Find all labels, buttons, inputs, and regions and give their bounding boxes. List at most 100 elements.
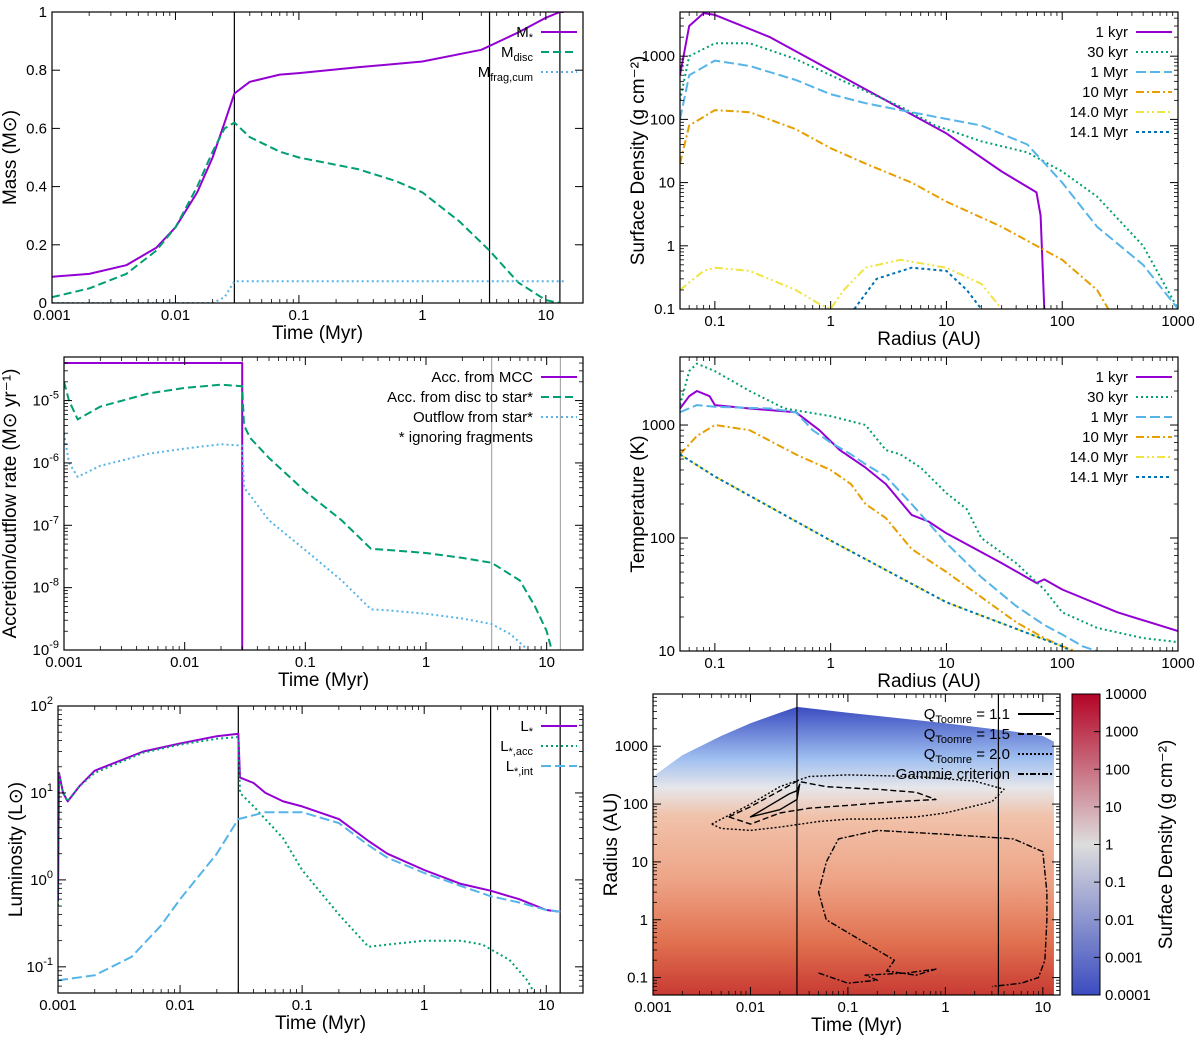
series-line-14-1-myr bbox=[853, 266, 983, 309]
legend-label: L*,acc bbox=[500, 738, 533, 758]
x-tick-label: 0.1 bbox=[704, 655, 725, 672]
x-tick-label: 1 bbox=[418, 307, 426, 324]
y-tick-label: 1 bbox=[667, 238, 675, 255]
y-axis-label: Luminosity (L⊙) bbox=[6, 782, 27, 917]
legend-label: QToomre = 1.5 bbox=[924, 726, 1010, 746]
y-tick-label: 100 bbox=[650, 530, 675, 547]
x-tick-label: 0.1 bbox=[704, 313, 725, 330]
x-axis-label: Radius (AU) bbox=[877, 671, 980, 692]
y-axis-label: Radius (AU) bbox=[601, 793, 622, 896]
colorbar-tick-label: 10000 bbox=[1105, 686, 1147, 703]
legend-label: 14.1 Myr bbox=[1070, 469, 1128, 486]
x-tick-label: 10 bbox=[538, 997, 555, 1014]
legend-label: QToomre = 1.1 bbox=[924, 706, 1010, 726]
series-line-1-myr bbox=[680, 59, 1178, 309]
x-tick-label: 10 bbox=[938, 655, 955, 672]
x-tick-label: 0.1 bbox=[288, 307, 309, 324]
y-tick-label: 0.6 bbox=[26, 120, 47, 137]
y-tick-label: 0.1 bbox=[654, 301, 675, 318]
mass-plot-area bbox=[52, 12, 564, 303]
x-tick-label: 10 bbox=[538, 654, 555, 671]
colorbar-tick-label: 1 bbox=[1105, 837, 1113, 854]
legend-label: 10 Myr bbox=[1082, 84, 1128, 101]
x-tick-label: 1 bbox=[420, 997, 428, 1014]
y-tick-label: 1 bbox=[640, 912, 648, 929]
y-tick-label: 10-9 bbox=[33, 639, 59, 659]
legend-label: 1 kyr bbox=[1095, 369, 1128, 386]
y-tick-label: 100 bbox=[30, 869, 53, 889]
colorbar-tick-label: 0.001 bbox=[1105, 949, 1143, 966]
colorbar-tick-label: 1000 bbox=[1105, 724, 1138, 741]
spacetime-panel: 0.0001 0.001 0.01 0.1 1 10 100 1000 10000 Surface… bbox=[601, 686, 1177, 1036]
y-tick-label: 10 bbox=[631, 854, 648, 871]
legend-label: Outflow from star* bbox=[413, 409, 533, 426]
series-line-q-toomre-1-1 bbox=[749, 783, 801, 818]
legend-label: M* bbox=[516, 24, 534, 44]
y-axis-label: Mass (M⊙) bbox=[0, 110, 21, 205]
x-tick-label: 0.001 bbox=[39, 997, 77, 1014]
x-tick-label: 0.01 bbox=[170, 654, 199, 671]
y-tick-label: 101 bbox=[30, 782, 53, 802]
series-line-l- bbox=[58, 732, 561, 913]
accretion-plot-area bbox=[64, 357, 562, 650]
legend-label: QToomre = 2.0 bbox=[924, 746, 1010, 766]
y-tick-label: 10-7 bbox=[33, 514, 59, 534]
legend-note: * ignoring fragments bbox=[399, 429, 533, 446]
y-tick-label: 1000 bbox=[642, 48, 675, 65]
temperature-plot-area bbox=[680, 362, 1178, 651]
series-line-acc-from-disc-to-star- bbox=[64, 381, 553, 650]
x-axis-label: Time (Myr) bbox=[275, 1013, 366, 1034]
legend-label: Gammie criterion bbox=[896, 766, 1010, 783]
series-line-m- bbox=[52, 12, 564, 278]
x-tick-label: 10 bbox=[1034, 999, 1051, 1016]
series-line-1-myr bbox=[680, 404, 1098, 651]
series-line-30-kyr bbox=[680, 362, 1178, 644]
y-axis-label: Surface Density (g cm⁻²) bbox=[628, 56, 649, 266]
y-tick-label: 102 bbox=[30, 695, 53, 715]
x-tick-label: 0.001 bbox=[33, 307, 71, 324]
x-tick-label: 100 bbox=[1050, 655, 1075, 672]
series-line-14-0-myr bbox=[680, 453, 1072, 651]
x-tick-label: 100 bbox=[1050, 313, 1075, 330]
x-tick-label: 1 bbox=[826, 655, 834, 672]
series-line-10-myr bbox=[680, 424, 1076, 651]
legend-label: L* bbox=[520, 718, 533, 738]
colorbar-tick-label: 100 bbox=[1105, 761, 1130, 778]
x-tick-label: 1 bbox=[422, 654, 430, 671]
series-line-l-acc bbox=[58, 736, 536, 993]
series-line-30-kyr bbox=[680, 42, 1178, 309]
legend-label: 30 kyr bbox=[1087, 44, 1128, 61]
y-tick-label: 10-8 bbox=[33, 577, 59, 597]
luminosity-plot-area bbox=[58, 706, 561, 993]
series-line-14-1-myr bbox=[680, 453, 1072, 651]
sigma-panel: 0.1 1 10 100 1000 0.1 1 10 100 1000 Radius (AU) Sur… bbox=[628, 11, 1195, 350]
x-tick-label: 1000 bbox=[1161, 655, 1194, 672]
legend-label: 14.1 Myr bbox=[1070, 124, 1128, 141]
x-tick-label: 0.1 bbox=[295, 654, 316, 671]
colorbar-tick-label: 0.01 bbox=[1105, 912, 1134, 929]
legend-label: 1 Myr bbox=[1091, 64, 1129, 81]
series-line-outflow-from-star- bbox=[64, 433, 529, 650]
y-tick-label: 10 bbox=[658, 643, 675, 660]
legend-label: Mdisc bbox=[501, 44, 534, 64]
series-line-l-int bbox=[58, 811, 561, 982]
x-axis-label: Time (Myr) bbox=[272, 323, 363, 344]
colorbar-tick-label: 0.1 bbox=[1105, 874, 1126, 891]
accretion-panel: 0.001 0.01 0.1 1 10 10-9 10-8 10-7 10-6 10-5 Time … bbox=[0, 356, 584, 691]
series-line-gammie-criterion bbox=[817, 829, 1048, 988]
x-tick-label: 10 bbox=[938, 313, 955, 330]
legend-label: 1 kyr bbox=[1095, 24, 1128, 41]
legend-label: 14.0 Myr bbox=[1070, 104, 1128, 121]
sigma-plot-area bbox=[680, 12, 1178, 309]
series-line-10-myr bbox=[680, 109, 1110, 309]
series-line-mdisc bbox=[52, 121, 561, 303]
x-tick-label: 1 bbox=[826, 313, 834, 330]
y-tick-label: 10 bbox=[658, 175, 675, 192]
legend-label: Acc. from disc to star* bbox=[387, 389, 533, 406]
x-tick-label: 0.1 bbox=[837, 999, 858, 1016]
colorbar-tick-label: 10 bbox=[1105, 799, 1122, 816]
plot-frame bbox=[63, 356, 584, 651]
y-tick-label: 1 bbox=[39, 4, 47, 21]
y-tick-label: 0.2 bbox=[26, 237, 47, 254]
series-line-mfrag-cum bbox=[52, 280, 564, 303]
